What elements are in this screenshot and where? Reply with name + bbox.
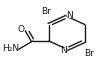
- Circle shape: [7, 46, 15, 52]
- Circle shape: [44, 10, 49, 14]
- Text: O: O: [18, 25, 25, 34]
- Text: N: N: [60, 46, 67, 55]
- Circle shape: [87, 52, 92, 56]
- Text: Br: Br: [41, 7, 51, 16]
- Circle shape: [19, 27, 24, 31]
- Circle shape: [67, 13, 72, 17]
- Text: H₂N: H₂N: [2, 44, 19, 53]
- Text: N: N: [67, 11, 73, 20]
- Text: Br: Br: [85, 49, 94, 58]
- Circle shape: [61, 48, 66, 52]
